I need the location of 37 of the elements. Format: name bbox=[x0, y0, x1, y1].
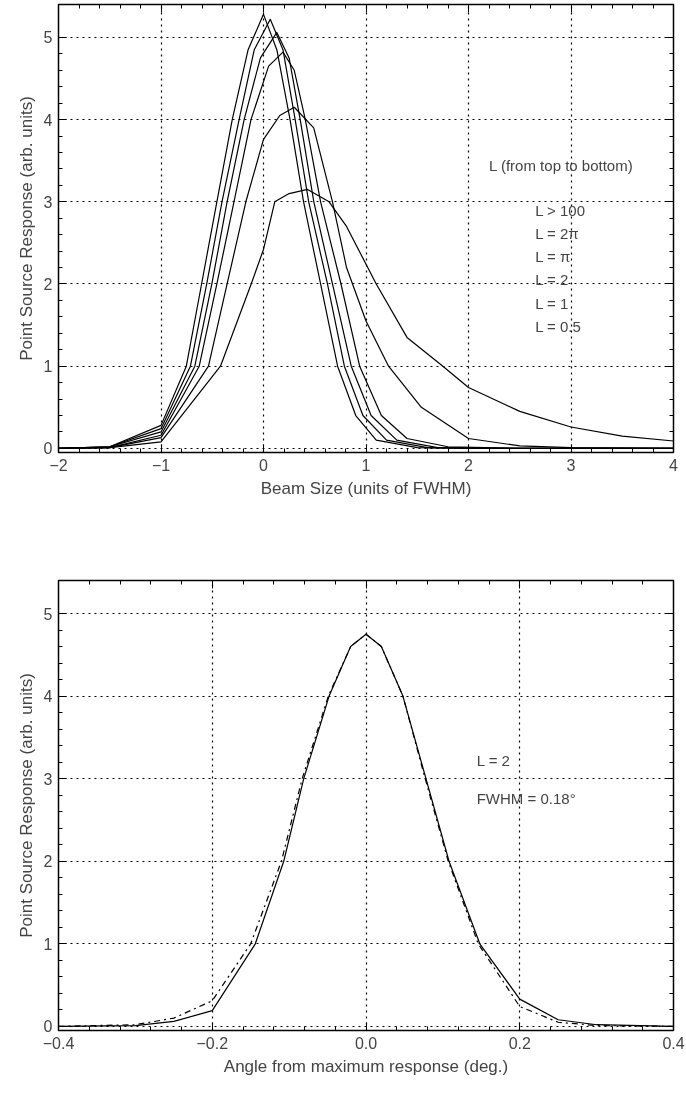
x-tick-label: 3 bbox=[566, 456, 576, 474]
y-axis-title: Point Source Response (arb. units) bbox=[16, 673, 36, 938]
annotation: FWHM = 0.18° bbox=[476, 790, 576, 808]
y-tick-label: 3 bbox=[43, 770, 53, 788]
annotation: L = 2 bbox=[535, 271, 569, 289]
annotation: L (from top to bottom) bbox=[489, 157, 633, 175]
annotation: L = π bbox=[535, 248, 571, 266]
annotation: L > 100 bbox=[535, 201, 586, 219]
y-tick-label: 1 bbox=[43, 935, 53, 953]
x-tick-label: 2 bbox=[464, 456, 474, 474]
annotation: L = 2π bbox=[535, 224, 579, 242]
x-tick-label: −1 bbox=[151, 456, 171, 474]
x-tick-label: 1 bbox=[361, 456, 371, 474]
annotation: L = 0.5 bbox=[535, 318, 581, 336]
y-tick-label: 5 bbox=[43, 29, 53, 47]
y-tick-label: 0 bbox=[43, 440, 53, 458]
y-tick-label: 0 bbox=[43, 1018, 53, 1036]
annotation: L = 1 bbox=[535, 294, 569, 312]
x-tick-label: −0.4 bbox=[42, 1034, 75, 1052]
y-tick-label: 2 bbox=[43, 853, 53, 871]
y-tick-label: 3 bbox=[43, 193, 53, 211]
x-tick-label: 4 bbox=[669, 456, 679, 474]
y-tick-label: 4 bbox=[43, 111, 53, 129]
x-tick-label: −2 bbox=[49, 456, 68, 474]
x-tick-label: −0.2 bbox=[196, 1034, 229, 1052]
x-tick-label: 0.2 bbox=[508, 1034, 531, 1052]
y-tick-label: 5 bbox=[43, 605, 53, 623]
annotation: L = 2 bbox=[476, 752, 510, 769]
y-tick-label: 1 bbox=[43, 358, 53, 376]
x-tick-label: 0.0 bbox=[354, 1034, 378, 1052]
y-tick-label: 4 bbox=[43, 688, 53, 706]
y-axis-title: Point Source Response (arb. units) bbox=[16, 96, 36, 361]
x-tick-label: 0 bbox=[259, 456, 269, 474]
x-tick-label: 0.4 bbox=[662, 1034, 685, 1052]
y-tick-label: 2 bbox=[43, 275, 53, 293]
x-axis-title: Angle from maximum response (deg.) bbox=[223, 1056, 509, 1076]
x-axis-title: Beam Size (units of FWHM) bbox=[260, 478, 472, 498]
